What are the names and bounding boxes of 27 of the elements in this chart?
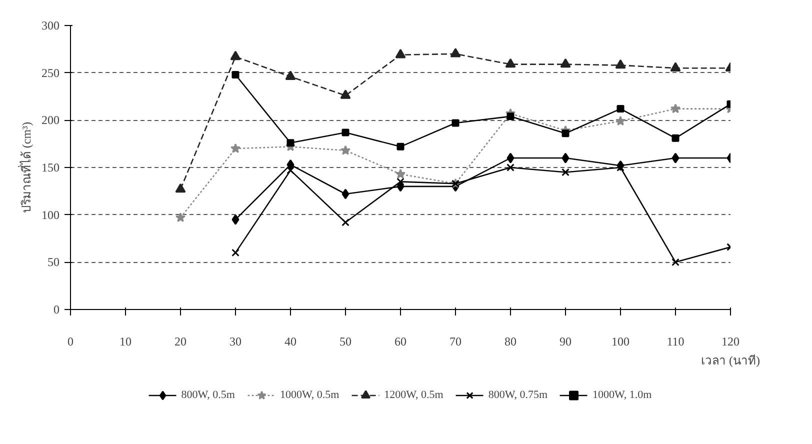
x-axis-title: เวลา (นาที) — [701, 354, 760, 368]
y-tick-label: 250 — [42, 66, 60, 80]
y-tick-label: 150 — [42, 160, 60, 174]
x-tick-label: 20 — [174, 334, 186, 348]
legend-label: 1200W, 0.5m — [384, 389, 444, 401]
x-tick-label: 120 — [722, 334, 740, 348]
y-tick-label: 50 — [48, 255, 60, 270]
legend-label: 1000W, 1.0m — [592, 389, 652, 401]
x-tick-label: 10 — [120, 334, 132, 348]
x-tick-label: 0 — [68, 334, 74, 348]
x-tick-label: 50 — [340, 334, 352, 348]
x-tick-label: 80 — [504, 334, 516, 348]
y-tick-label: 100 — [42, 208, 60, 222]
legend-label: 800W, 0.75m — [488, 389, 548, 401]
x-tick-label: 30 — [230, 334, 242, 348]
y-axis-title: ปริมาณที่ได้ (cm³) — [18, 122, 34, 214]
x-tick-label: 60 — [394, 334, 406, 348]
legend-label: 800W, 0.5m — [181, 389, 235, 401]
x-tick-label: 90 — [560, 334, 572, 348]
x-tick-label: 100 — [612, 334, 630, 348]
x-tick-label: 40 — [284, 334, 296, 348]
y-tick-label: 200 — [42, 113, 60, 128]
y-tick-label: 300 — [42, 18, 60, 32]
x-tick-label: 110 — [666, 334, 684, 348]
legend-label: 1000W, 0.5m — [280, 389, 340, 401]
y-tick-label: 0 — [54, 302, 60, 316]
x-tick-label: 70 — [450, 334, 462, 348]
